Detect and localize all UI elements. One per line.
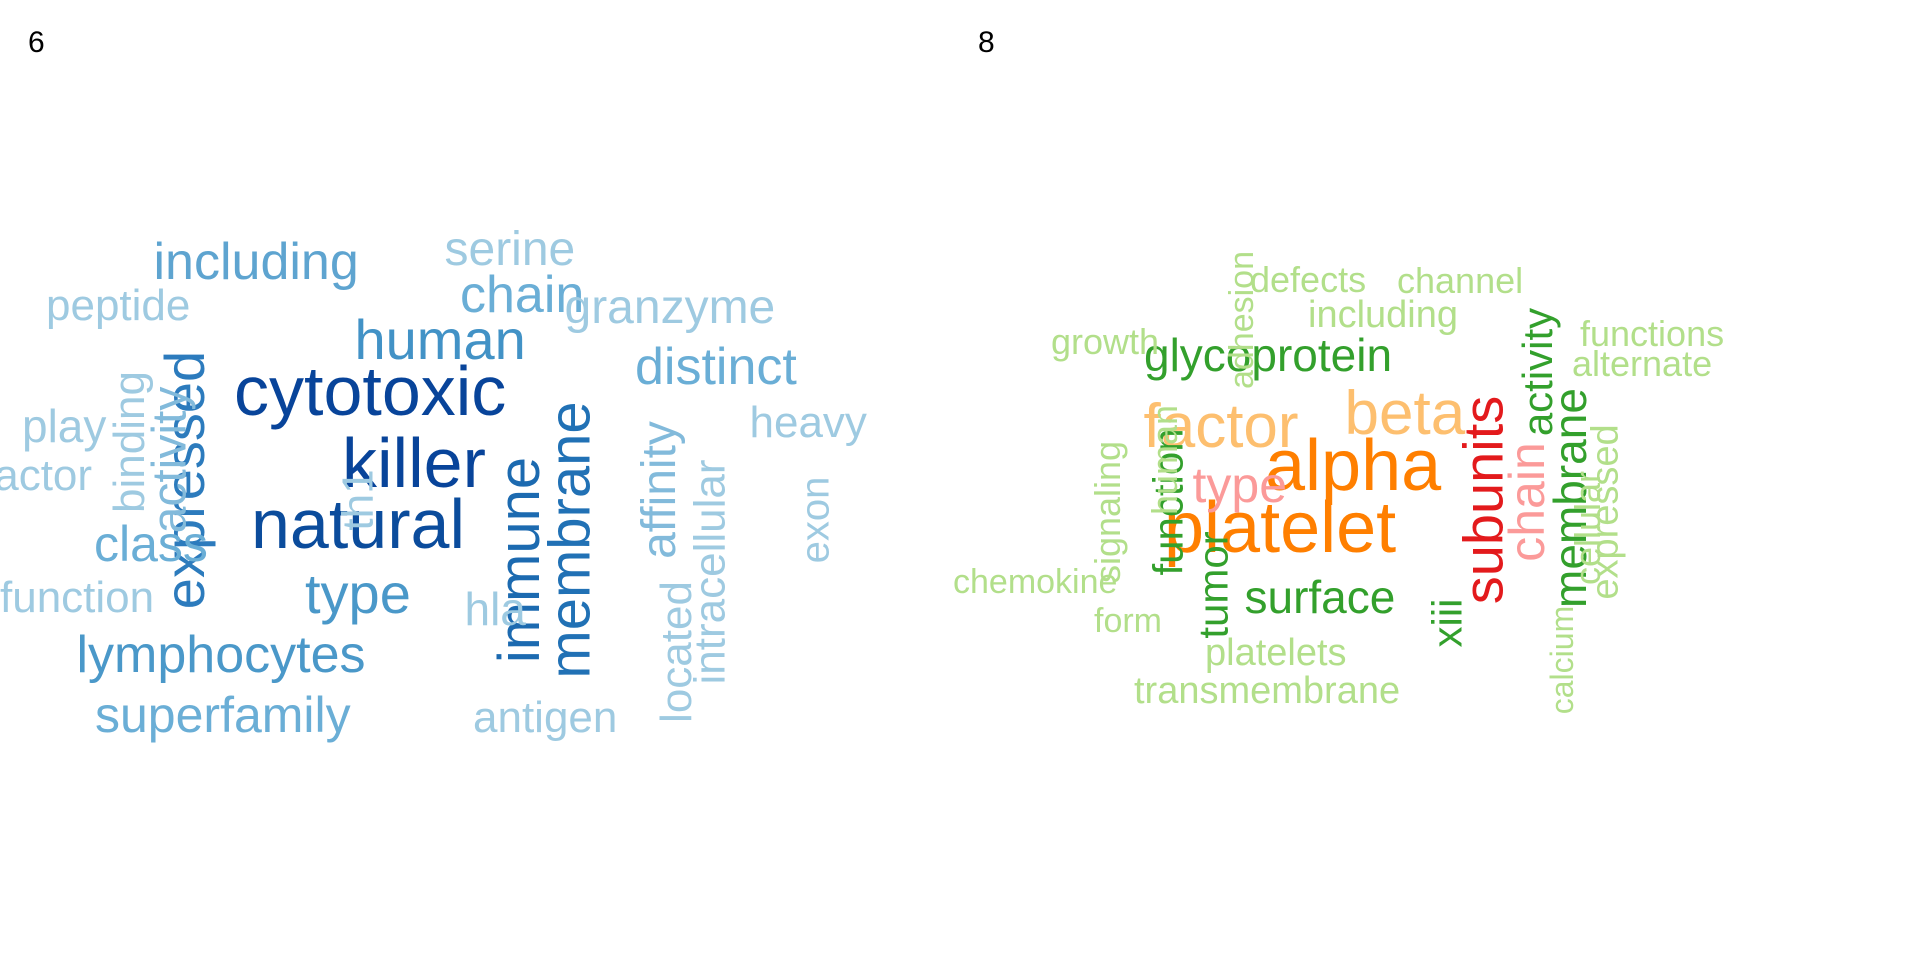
cloud-word: class — [94, 516, 208, 572]
cloud-word: serine — [444, 222, 576, 276]
cloud-word: play — [22, 400, 107, 452]
cloud-word: growth — [1051, 320, 1160, 362]
cloud-word: lymphocytes — [76, 626, 366, 684]
cloud-word: heavy — [749, 397, 867, 447]
cloud-word: platelets — [1205, 632, 1347, 674]
wordcloud-panel-6: 6 cytotoxic natural killer immune membra… — [0, 26, 867, 743]
cloud-word: cytotoxic — [234, 352, 507, 430]
cloud-word: th1 — [333, 469, 383, 531]
panel-label: 8 — [978, 26, 995, 59]
cloud-word: human — [1144, 404, 1186, 516]
cloud-word: killer — [342, 424, 486, 502]
cloud-word: function — [0, 572, 155, 622]
cloud-word: form — [1094, 602, 1162, 640]
cloud-word: channel — [1397, 259, 1524, 301]
cloud-word: natural — [251, 485, 466, 563]
cloud-word: distinct — [635, 338, 797, 396]
cloud-word: superfamily — [95, 687, 351, 743]
cloud-word: alpha — [1265, 426, 1442, 506]
cloud-word: type — [305, 561, 411, 625]
cloud-word: tumor — [1189, 531, 1237, 639]
word-cloud: cytotoxic natural killer immune membrane… — [0, 222, 867, 743]
cloud-word: peptide — [46, 280, 191, 330]
cloud-word: located — [651, 581, 701, 723]
cloud-word: defects — [1250, 258, 1367, 300]
cloud-word: chain — [460, 266, 585, 324]
cloud-word: transmembrane — [1134, 670, 1401, 712]
cloud-word: beta — [1344, 378, 1466, 448]
cloud-word: type — [1192, 457, 1288, 513]
cloud-word: factor — [1143, 391, 1299, 461]
cloud-word: including — [153, 233, 359, 291]
wordcloud-panel-8: 8 platelet alpha beta factor subunits ty… — [953, 0, 1920, 960]
cloud-word: exon — [792, 476, 837, 564]
cloud-word: including — [1308, 294, 1458, 336]
cloud-word: xiii — [1423, 598, 1470, 648]
cloud-word: chemokine — [953, 563, 1118, 601]
cloud-word: cellular — [1567, 470, 1609, 586]
cloud-word: intracellular — [684, 459, 734, 685]
cloud-word: granzyme — [564, 280, 776, 334]
cloud-word: adhesion — [1223, 250, 1262, 390]
cloud-word: functions — [1580, 312, 1725, 354]
cloud-word: antigen — [473, 692, 618, 742]
cloud-word: alternate — [1572, 342, 1713, 384]
cloud-word: factor — [0, 450, 93, 500]
word-cloud: platelet alpha beta factor subunits type… — [953, 0, 1920, 960]
cloud-word: platelet — [1164, 488, 1397, 568]
panel-label: 6 — [28, 26, 45, 59]
cloud-word: human — [354, 307, 526, 371]
cloud-word: calcium — [1544, 605, 1581, 715]
cloud-word: surface — [1244, 571, 1396, 623]
cloud-word: glycoprotein — [1144, 329, 1393, 381]
cloud-word: hla — [464, 583, 526, 635]
